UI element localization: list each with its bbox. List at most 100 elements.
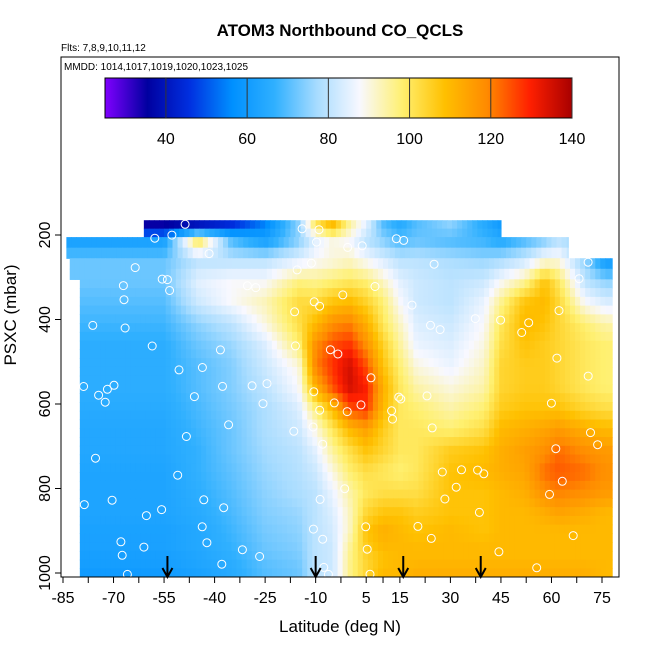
heatmap-cell — [383, 507, 389, 517]
heatmap-cell — [100, 331, 106, 342]
heatmap-cell — [115, 258, 121, 270]
heatmap-cell — [590, 393, 596, 403]
sample-marker — [122, 569, 132, 577]
heatmap-cell — [433, 498, 440, 508]
heatmap-cell — [605, 550, 612, 561]
x-tick-label-10: 60 — [543, 590, 561, 607]
heatmap-cell — [256, 515, 263, 526]
heatmap-cell — [408, 314, 414, 324]
heatmap-cell — [418, 358, 425, 368]
heatmap-cell — [559, 366, 566, 377]
heatmap-cell — [261, 533, 268, 543]
heatmap-cell — [534, 454, 541, 464]
heatmap-cell — [575, 463, 581, 473]
heatmap-cell — [266, 550, 273, 561]
heatmap-cell — [145, 489, 152, 499]
heatmap-cell — [544, 410, 551, 421]
heatmap-cell — [362, 437, 369, 447]
heatmap-cell — [236, 384, 243, 394]
heatmap-cell — [570, 340, 576, 351]
heatmap-cell — [201, 314, 207, 324]
heatmap-cell — [241, 331, 248, 342]
heatmap-cell — [413, 480, 419, 491]
heatmap-cell — [610, 296, 613, 307]
heatmap-cell — [344, 237, 350, 249]
heatmap-cell — [539, 305, 546, 315]
heatmap-cell — [357, 279, 364, 289]
sample-marker — [237, 545, 247, 555]
heatmap-cell — [585, 550, 591, 561]
heatmap-cell — [453, 410, 460, 421]
heatmap-cell — [499, 489, 505, 499]
heatmap-cell — [229, 228, 236, 238]
heatmap-cell — [559, 498, 566, 508]
heatmap-cell — [105, 375, 111, 386]
heatmap-cell — [120, 268, 126, 280]
heatmap-cell — [216, 402, 222, 412]
heatmap-cell — [216, 498, 222, 508]
heatmap-cell — [575, 498, 581, 508]
heatmap-cell — [266, 568, 273, 577]
heatmap-cell — [201, 402, 207, 412]
heatmap-cell — [160, 314, 167, 324]
heatmap-cell — [79, 550, 86, 561]
heatmap-cell — [165, 454, 172, 464]
heatmap-cell — [246, 515, 253, 526]
heatmap-cell — [327, 454, 334, 464]
heatmap-cell — [575, 393, 581, 403]
heatmap-cell — [600, 268, 606, 280]
heatmap-cell — [403, 454, 409, 464]
heatmap-cell — [610, 314, 613, 324]
heatmap-cell — [256, 402, 263, 412]
heatmap-cell — [307, 463, 313, 473]
heatmap-cell — [347, 331, 354, 342]
sample-marker — [258, 399, 268, 409]
heatmap-cell — [398, 507, 404, 517]
heatmap-cell — [105, 524, 111, 535]
heatmap-cell — [145, 437, 152, 447]
heatmap-cell — [292, 489, 298, 499]
heatmap-cell — [246, 258, 253, 270]
heatmap-cell — [312, 366, 318, 377]
heatmap-cell — [383, 515, 389, 526]
heatmap-cell — [271, 375, 278, 386]
heatmap-cell — [453, 507, 460, 517]
heatmap-cell — [362, 288, 369, 298]
heatmap-cell — [372, 489, 379, 499]
heatmap-cell — [276, 533, 283, 543]
heatmap-cell — [539, 507, 546, 517]
heatmap-cell — [307, 323, 313, 333]
heatmap-cell — [180, 445, 187, 456]
heatmap-cell — [377, 305, 384, 315]
heatmap-cell — [206, 305, 212, 315]
heatmap-cell — [95, 268, 101, 280]
heatmap-cell — [413, 323, 419, 333]
heatmap-cell — [372, 258, 379, 270]
heatmap-cell — [327, 419, 334, 429]
heatmap-cell — [175, 384, 182, 394]
heatmap-cell — [288, 237, 295, 249]
heatmap-cell — [393, 524, 399, 535]
heatmap-cell — [115, 393, 121, 403]
heatmap-cell — [100, 542, 106, 552]
heatmap-cell — [196, 419, 202, 429]
heatmap-cell — [423, 349, 430, 359]
heatmap-cell — [130, 463, 137, 473]
heatmap-cell — [448, 568, 455, 577]
heatmap-cell — [413, 268, 419, 280]
heatmap-cell — [415, 247, 421, 259]
heatmap-cell — [317, 314, 323, 324]
heatmap-cell — [271, 258, 278, 270]
heatmap-cell — [372, 472, 379, 482]
heatmap-cell — [499, 410, 505, 421]
heatmap-cell — [302, 366, 308, 377]
heatmap-cell — [160, 533, 167, 543]
heatmap-cell — [110, 524, 116, 535]
heatmap-cell — [352, 454, 359, 464]
heatmap-cell — [308, 237, 315, 249]
heatmap-cell — [529, 524, 536, 535]
heatmap-cell — [110, 550, 116, 561]
heatmap-cell — [312, 419, 318, 429]
heatmap-cell — [145, 550, 152, 561]
heatmap-cell — [120, 258, 126, 270]
